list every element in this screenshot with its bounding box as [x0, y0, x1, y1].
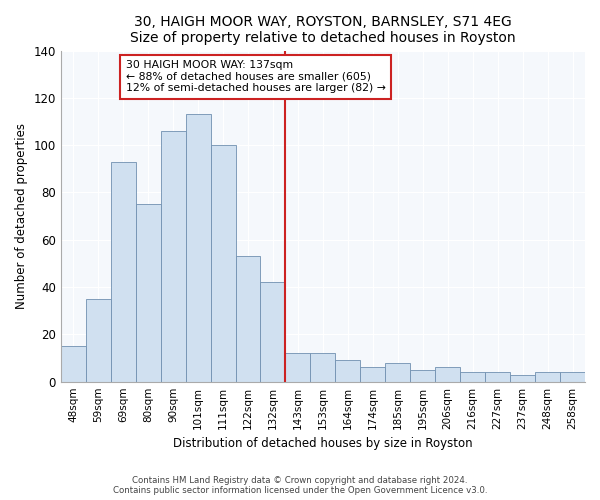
Bar: [435, 368, 460, 382]
Bar: [136, 204, 161, 382]
Bar: [61, 346, 86, 382]
Bar: [410, 370, 435, 382]
Text: 30 HAIGH MOOR WAY: 137sqm
← 88% of detached houses are smaller (605)
12% of semi: 30 HAIGH MOOR WAY: 137sqm ← 88% of detac…: [125, 60, 386, 93]
Text: Contains HM Land Registry data © Crown copyright and database right 2024.
Contai: Contains HM Land Registry data © Crown c…: [113, 476, 487, 495]
Bar: [86, 299, 111, 382]
Bar: [361, 368, 385, 382]
Bar: [111, 162, 136, 382]
X-axis label: Distribution of detached houses by size in Royston: Distribution of detached houses by size …: [173, 437, 473, 450]
Bar: [185, 114, 211, 382]
Bar: [510, 374, 535, 382]
Bar: [286, 354, 310, 382]
Title: 30, HAIGH MOOR WAY, ROYSTON, BARNSLEY, S71 4EG
Size of property relative to deta: 30, HAIGH MOOR WAY, ROYSTON, BARNSLEY, S…: [130, 15, 516, 45]
Y-axis label: Number of detached properties: Number of detached properties: [15, 123, 28, 309]
Bar: [560, 372, 585, 382]
Bar: [211, 145, 236, 382]
Bar: [535, 372, 560, 382]
Bar: [385, 363, 410, 382]
Bar: [460, 372, 485, 382]
Bar: [260, 282, 286, 382]
Bar: [485, 372, 510, 382]
Bar: [310, 354, 335, 382]
Bar: [161, 131, 185, 382]
Bar: [335, 360, 361, 382]
Bar: [236, 256, 260, 382]
